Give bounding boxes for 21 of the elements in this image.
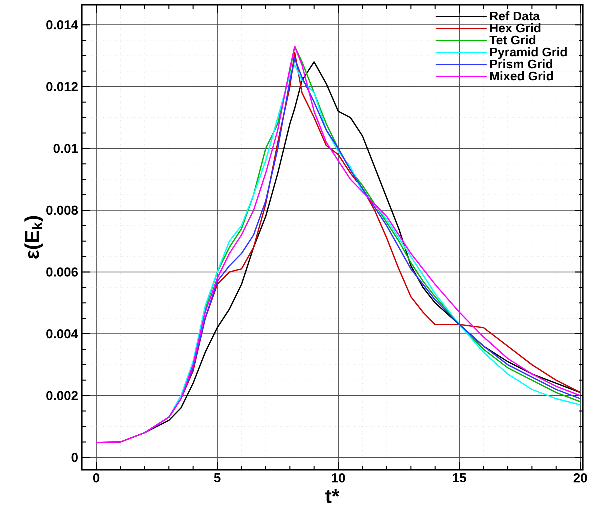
legend-label: Hex Grid	[490, 24, 541, 33]
y-tick-label: 0.004	[46, 329, 78, 339]
x-tick-label: 5	[214, 474, 221, 483]
legend-label: Ref Data	[490, 12, 540, 21]
x-tick-label: 10	[332, 474, 346, 483]
x-tick-label: 20	[574, 474, 588, 483]
legend-label: Prism Grid	[490, 60, 552, 69]
y-tick-label: 0.002	[46, 391, 78, 400]
y-tick-label: 0	[72, 453, 78, 462]
legend-label: Pyramid Grid	[490, 48, 567, 60]
y-tick-label: 0.01	[54, 144, 78, 154]
y-tick-label: 0.012	[46, 82, 78, 92]
y-tick-label: 0.008	[46, 206, 78, 216]
legend-label: Tet Grid	[490, 36, 536, 45]
x-tick-label: 0	[93, 474, 100, 483]
y-tick-label: 0.006	[46, 268, 78, 277]
x-axis-title: t*	[326, 490, 340, 504]
y-axis-title: ε(E$_{k}$)	[24, 216, 44, 259]
x-tick-label: 15	[453, 474, 466, 483]
y-tick-label: 0.014	[46, 20, 78, 30]
legend-label: Mixed Grid	[490, 72, 554, 81]
